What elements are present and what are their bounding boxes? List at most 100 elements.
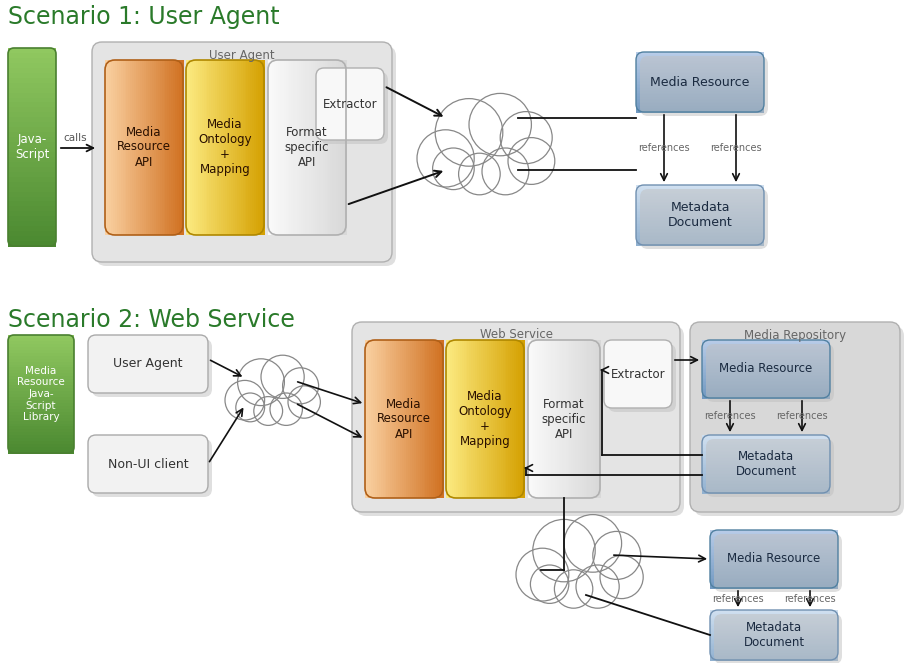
Bar (8, 447, 74, 451)
Bar (561, 340, 563, 498)
Circle shape (554, 570, 593, 608)
Bar (473, 340, 476, 498)
Bar (710, 532, 838, 534)
Bar (8, 192, 56, 198)
FancyBboxPatch shape (640, 189, 768, 249)
Bar (414, 340, 416, 498)
Circle shape (482, 148, 529, 195)
Bar (636, 198, 764, 201)
Bar (636, 84, 764, 86)
Ellipse shape (528, 532, 636, 603)
Bar (575, 340, 578, 498)
Bar (710, 536, 838, 538)
Bar (8, 371, 74, 375)
Bar (165, 60, 169, 235)
Bar (388, 340, 391, 498)
Bar (710, 540, 838, 542)
Bar (588, 340, 590, 498)
Text: references: references (704, 411, 756, 421)
Bar (483, 340, 486, 498)
Bar (8, 412, 74, 416)
Bar (8, 63, 56, 69)
Text: Java-
Script: Java- Script (15, 133, 49, 161)
Bar (8, 177, 56, 182)
Bar (636, 109, 764, 111)
Bar (299, 60, 302, 235)
Bar (710, 582, 838, 585)
Circle shape (254, 396, 283, 426)
Bar (154, 60, 157, 235)
Bar (702, 459, 830, 462)
Bar (239, 60, 241, 235)
Bar (148, 60, 151, 235)
Bar (573, 340, 576, 498)
Bar (636, 78, 764, 80)
FancyBboxPatch shape (694, 326, 904, 516)
Text: Metadata
Document: Metadata Document (744, 621, 805, 649)
FancyBboxPatch shape (714, 614, 842, 663)
Bar (201, 60, 205, 235)
Bar (289, 60, 292, 235)
Bar (452, 340, 454, 498)
Bar (539, 340, 541, 498)
Bar (636, 219, 764, 222)
Bar (710, 543, 838, 546)
Bar (8, 97, 56, 103)
Bar (412, 340, 414, 498)
Bar (636, 231, 764, 234)
Bar (636, 56, 764, 59)
Bar (129, 60, 132, 235)
Bar (293, 60, 297, 235)
Bar (710, 633, 838, 634)
Bar (702, 465, 830, 468)
Bar (487, 340, 490, 498)
Bar (278, 60, 280, 235)
Bar (710, 625, 838, 627)
FancyBboxPatch shape (88, 435, 208, 493)
Bar (702, 473, 830, 475)
Ellipse shape (430, 111, 547, 190)
Bar (203, 60, 207, 235)
Bar (702, 349, 830, 351)
Bar (240, 60, 244, 235)
Bar (408, 340, 411, 498)
Bar (156, 60, 159, 235)
Bar (710, 641, 838, 644)
Bar (450, 340, 453, 498)
Text: references: references (785, 594, 836, 604)
Bar (252, 60, 255, 235)
Bar (702, 454, 830, 456)
Bar (636, 64, 764, 66)
Bar (390, 340, 394, 498)
Bar (262, 60, 265, 235)
Bar (710, 573, 838, 576)
Bar (710, 627, 838, 629)
Text: Media
Resource
Java-
Script
Library: Media Resource Java- Script Library (17, 366, 65, 422)
Bar (702, 372, 830, 375)
Bar (702, 438, 830, 440)
Bar (636, 197, 764, 200)
Bar (179, 60, 182, 235)
Bar (231, 60, 234, 235)
Bar (415, 340, 419, 498)
Bar (636, 79, 764, 82)
Bar (710, 546, 838, 548)
Bar (307, 60, 310, 235)
Bar (254, 60, 258, 235)
Bar (369, 340, 372, 498)
Bar (702, 340, 830, 343)
Bar (8, 450, 74, 454)
Bar (8, 444, 74, 448)
Bar (546, 340, 549, 498)
Circle shape (270, 393, 302, 426)
Bar (448, 340, 451, 498)
Bar (702, 448, 830, 450)
Bar (8, 365, 74, 369)
Text: calls: calls (63, 133, 87, 143)
Bar (8, 162, 56, 168)
FancyBboxPatch shape (92, 439, 212, 497)
Bar (328, 60, 331, 235)
Bar (702, 362, 830, 364)
Bar (710, 644, 838, 646)
Bar (317, 60, 319, 235)
